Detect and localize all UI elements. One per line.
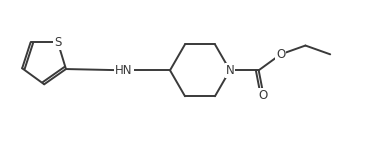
Text: S: S [54,36,61,49]
Text: HN: HN [115,64,133,77]
Text: O: O [276,48,285,61]
Text: O: O [259,89,268,102]
Text: N: N [226,64,234,77]
